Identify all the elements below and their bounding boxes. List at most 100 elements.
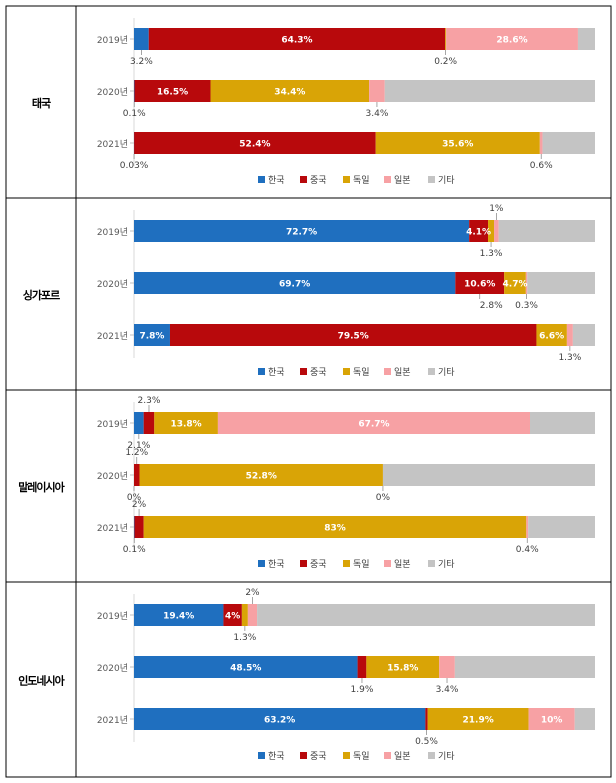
legend-swatch bbox=[428, 176, 435, 183]
chart-panel: 말레이시아 2019년 2020년 2021년 13.8% 67.7% 2.3% 2.1% 52… bbox=[18, 396, 595, 570]
data-label: 1.3% bbox=[558, 353, 581, 363]
data-label: 0% bbox=[376, 493, 391, 503]
bar-segment bbox=[542, 132, 595, 154]
legend-swatch bbox=[258, 560, 265, 567]
bar-segment bbox=[223, 604, 242, 626]
bar-segment bbox=[134, 132, 376, 154]
bar-segment bbox=[504, 272, 526, 294]
bar-segment bbox=[375, 132, 540, 154]
legend-label: 중국 bbox=[310, 751, 327, 762]
bar-segment bbox=[134, 604, 224, 626]
category-tick-label: 2020년 bbox=[97, 87, 128, 98]
bar-segment bbox=[134, 516, 144, 538]
data-label: 63.2% bbox=[264, 716, 295, 726]
data-label: 69.7% bbox=[279, 280, 310, 290]
bar-segment bbox=[445, 28, 447, 50]
data-label: 1.2% bbox=[125, 448, 148, 458]
data-label: 28.6% bbox=[496, 36, 527, 46]
data-label: 1.3% bbox=[480, 249, 503, 259]
data-label: 0.1% bbox=[123, 545, 146, 555]
legend-swatch bbox=[428, 560, 435, 567]
data-label: 67.7% bbox=[358, 420, 389, 430]
data-label: 10.6% bbox=[464, 280, 495, 290]
country-label: 태국 bbox=[32, 96, 51, 110]
data-label: 19.4% bbox=[163, 612, 194, 622]
country-label: 싱가포르 bbox=[23, 288, 60, 302]
bar-segment bbox=[134, 80, 135, 102]
data-label: 2.1% bbox=[127, 441, 150, 451]
bar-segment bbox=[143, 516, 527, 538]
data-label: 2% bbox=[132, 500, 147, 510]
bar-segment bbox=[572, 324, 595, 346]
bar-segment bbox=[134, 708, 426, 730]
chart-panel: 인도네시아 2019년 2020년 2021년 19.4% 4% 2% 1.3% 48.5% 15… bbox=[18, 588, 595, 762]
legend-label: 일본 bbox=[394, 367, 411, 378]
table-border bbox=[5, 5, 612, 778]
legend-label: 한국 bbox=[268, 175, 285, 186]
legend-swatch bbox=[258, 176, 265, 183]
legend-swatch bbox=[300, 752, 307, 759]
bar-segment bbox=[241, 604, 248, 626]
bar-segment bbox=[498, 220, 595, 242]
bar-segment bbox=[148, 28, 446, 50]
data-label: 1.9% bbox=[351, 685, 374, 695]
legend-label: 독일 bbox=[353, 751, 370, 762]
bar-segment bbox=[134, 412, 144, 434]
legend-label: 한국 bbox=[268, 751, 285, 762]
chart-panel: 태국 2019년 2020년 2021년 64.3% 28.6% 3.2% 0.2% 16.5%… bbox=[32, 18, 595, 186]
bar-segment bbox=[134, 272, 456, 294]
bar-segment bbox=[494, 220, 499, 242]
bar-segment bbox=[446, 28, 578, 50]
legend-swatch bbox=[384, 560, 391, 567]
data-label: 0.4% bbox=[516, 545, 539, 555]
data-label: 2.3% bbox=[138, 396, 161, 406]
data-label: 79.5% bbox=[338, 332, 369, 342]
legend-label: 기타 bbox=[438, 175, 455, 186]
bar-segment bbox=[577, 28, 595, 50]
legend-label: 중국 bbox=[310, 367, 327, 378]
bar-segment bbox=[217, 412, 530, 434]
data-label: 0.5% bbox=[415, 737, 438, 747]
data-label: 15.8% bbox=[387, 664, 418, 674]
bar-segment bbox=[143, 412, 155, 434]
category-tick-label: 2021년 bbox=[97, 523, 128, 534]
data-label: 52.8% bbox=[246, 472, 277, 482]
legend-label: 일본 bbox=[394, 175, 411, 186]
bar-segment bbox=[455, 272, 505, 294]
legend-label: 중국 bbox=[310, 175, 327, 186]
bar-segment bbox=[469, 220, 489, 242]
data-label: 0.6% bbox=[530, 161, 553, 171]
legend-swatch bbox=[258, 752, 265, 759]
bar-segment bbox=[257, 604, 595, 626]
bar-segment bbox=[528, 708, 575, 730]
data-label: 10% bbox=[541, 716, 563, 726]
category-tick-label: 2020년 bbox=[97, 663, 128, 674]
data-label: 6.6% bbox=[539, 332, 564, 342]
category-tick-label: 2019년 bbox=[97, 611, 128, 622]
data-label: 16.5% bbox=[157, 88, 188, 98]
legend-swatch bbox=[300, 368, 307, 375]
bar-segment bbox=[134, 80, 211, 102]
data-label: 0.1% bbox=[123, 109, 146, 119]
bar-segment bbox=[134, 28, 149, 50]
bar-segment bbox=[528, 516, 595, 538]
bar-segment bbox=[566, 324, 573, 346]
legend-swatch bbox=[384, 176, 391, 183]
bar-segment bbox=[154, 412, 218, 434]
category-tick-label: 2019년 bbox=[97, 419, 128, 430]
bar-segment bbox=[134, 656, 358, 678]
data-label: 4.1% bbox=[466, 228, 491, 238]
data-label: 0.03% bbox=[120, 161, 149, 171]
category-tick-label: 2020년 bbox=[97, 471, 128, 482]
bar-segment bbox=[488, 220, 495, 242]
data-label: 2% bbox=[245, 588, 260, 598]
legend-label: 독일 bbox=[353, 559, 370, 570]
legend-swatch bbox=[343, 368, 350, 375]
bar-segment bbox=[525, 272, 528, 294]
legend-label: 독일 bbox=[353, 175, 370, 186]
data-label: 64.3% bbox=[281, 36, 312, 46]
data-label: 7.8% bbox=[139, 332, 164, 342]
bar-segment bbox=[357, 656, 367, 678]
country-label: 말레이시아 bbox=[18, 480, 65, 494]
